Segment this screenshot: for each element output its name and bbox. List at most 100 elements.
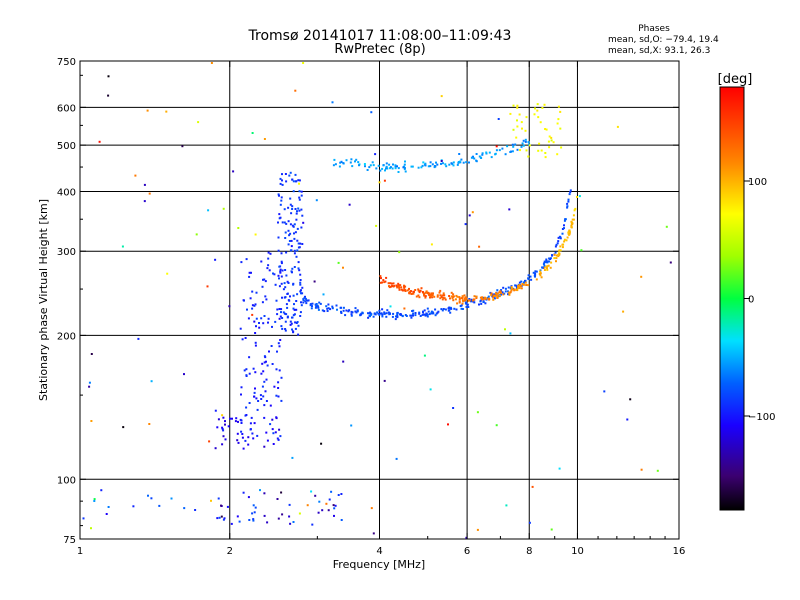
data-point (305, 302, 308, 305)
data-point (302, 298, 305, 301)
y-tick-label: 400 (57, 187, 76, 198)
data-point (278, 217, 281, 220)
data-point (476, 528, 479, 531)
data-point (560, 146, 563, 149)
data-point (288, 174, 291, 177)
data-point (298, 179, 301, 182)
data-point (277, 342, 280, 345)
data-point (553, 257, 556, 260)
data-point (255, 325, 257, 328)
data-point (543, 264, 546, 267)
data-point (295, 308, 298, 311)
data-point (251, 290, 254, 293)
data-point (541, 266, 544, 269)
data-point (431, 296, 434, 299)
data-point (569, 191, 572, 194)
data-point (287, 282, 290, 284)
data-point (566, 205, 569, 208)
data-point (383, 379, 386, 382)
data-point (329, 308, 332, 311)
data-point (287, 243, 290, 246)
data-point (431, 163, 434, 166)
data-point (248, 356, 251, 359)
data-point (280, 196, 283, 199)
data-point (388, 285, 390, 288)
data-point (558, 249, 561, 252)
data-point (271, 325, 273, 328)
data-point (276, 350, 278, 353)
data-point (425, 290, 428, 293)
data-point (495, 424, 498, 427)
data-point (309, 304, 312, 307)
data-point (289, 320, 292, 323)
data-point (166, 272, 169, 275)
data-point (510, 287, 513, 289)
data-point (274, 320, 277, 323)
data-point (304, 300, 307, 303)
data-point (426, 315, 429, 318)
data-point (505, 504, 508, 507)
data-point (254, 387, 256, 390)
data-point (231, 417, 233, 420)
data-point (280, 325, 283, 328)
data-point (299, 242, 302, 245)
data-point (546, 265, 549, 268)
data-point (342, 360, 345, 363)
data-point (522, 139, 525, 142)
data-point (350, 313, 353, 316)
data-point (292, 225, 295, 228)
data-point (529, 275, 532, 278)
data-point (252, 367, 255, 370)
data-point (501, 147, 504, 150)
data-point (245, 368, 248, 371)
data-point (422, 311, 424, 314)
data-point (251, 512, 254, 515)
data-point (258, 326, 261, 329)
data-point (423, 354, 426, 357)
data-point (549, 266, 552, 269)
data-point (318, 500, 321, 503)
data-point (245, 258, 248, 261)
x-tick-label: 8 (526, 546, 532, 557)
data-point (518, 287, 521, 290)
data-point (266, 439, 269, 442)
data-point (622, 310, 625, 313)
data-point (325, 305, 328, 308)
data-point (369, 314, 372, 316)
data-point (266, 267, 269, 270)
data-point (256, 434, 259, 437)
data-point (561, 246, 564, 249)
data-point (500, 291, 502, 294)
data-point (546, 268, 549, 271)
data-point (524, 279, 526, 282)
data-point (214, 409, 217, 412)
data-point (307, 299, 310, 302)
data-point (146, 109, 149, 112)
data-point (394, 165, 397, 168)
data-point (566, 202, 569, 205)
data-point (355, 158, 358, 161)
data-point (490, 156, 493, 159)
data-point (265, 378, 268, 381)
data-point (448, 295, 451, 297)
data-point (450, 291, 453, 294)
data-point (226, 505, 229, 508)
data-point (293, 237, 296, 240)
data-point (286, 306, 289, 309)
data-point (470, 300, 472, 303)
data-point (278, 285, 281, 288)
data-point (150, 497, 153, 500)
y-tick-label: 75 (63, 535, 76, 546)
data-point (512, 145, 515, 148)
data-point (285, 222, 288, 225)
data-point (432, 292, 434, 295)
data-point (461, 296, 464, 299)
data-point (304, 297, 307, 300)
data-point (535, 278, 538, 281)
data-point (229, 417, 231, 420)
data-point (241, 433, 244, 435)
data-point (412, 312, 415, 315)
data-point (433, 166, 436, 169)
data-point (264, 390, 267, 393)
phases-o-mode: mean, sd,O: −79.4, 19.4 (608, 35, 719, 45)
